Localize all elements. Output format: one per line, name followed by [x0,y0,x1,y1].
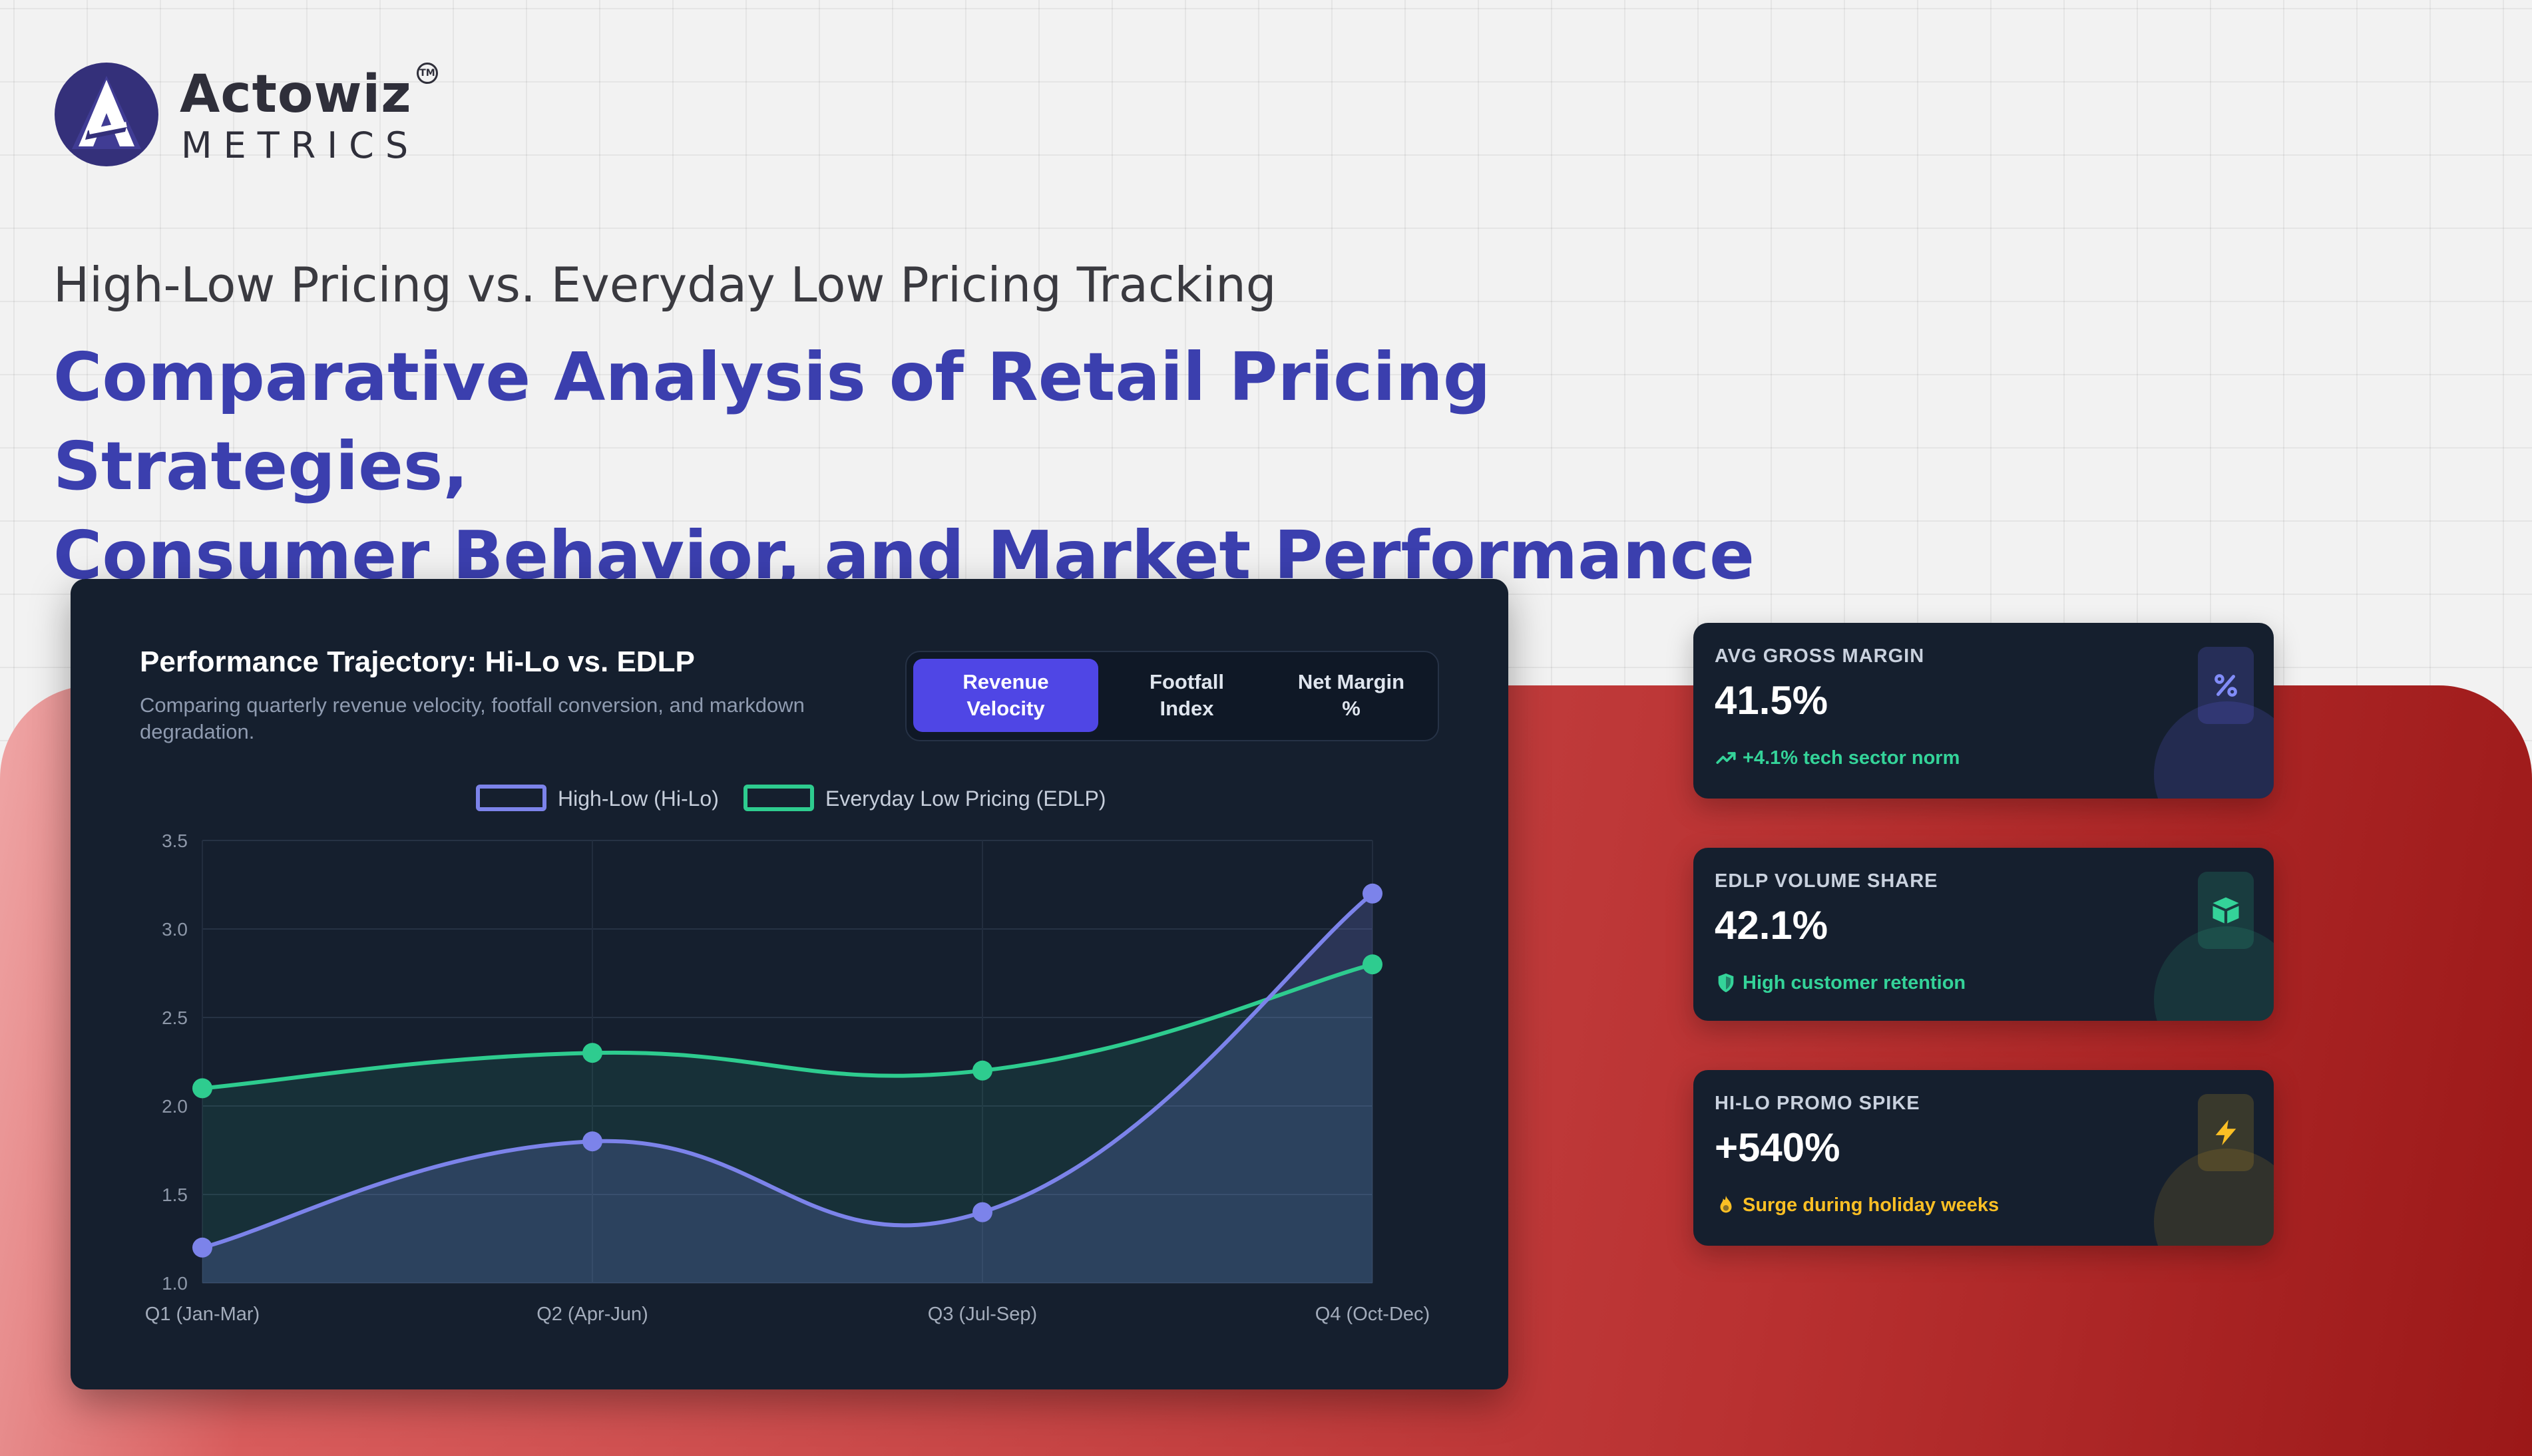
kpi-note: Surge during holiday weeks [1715,1194,1999,1216]
chart-card-title: Performance Trajectory: Hi-Lo vs. EDLP [140,645,695,678]
headline-line-1: Comparative Analysis of Retail Pricing S… [53,338,1491,505]
brand-name: Actowiz [180,65,412,124]
y-tick-label: 3.5 [162,830,188,851]
data-point [972,1202,992,1222]
kpi-note-text: High customer retention [1743,972,1966,994]
page-headline: Comparative Analysis of Retail Pricing S… [53,333,1850,600]
x-tick-label: Q2 (Apr-Jun) [536,1304,648,1325]
tab-label-line1: Revenue [962,670,1049,693]
trademark-badge: TM [417,63,438,84]
bolt-icon [2198,1094,2254,1171]
kpi-note: High customer retention [1715,972,1966,994]
y-tick-label: 2.5 [162,1007,188,1028]
kpi-card-edlp-volume-share: EDLP VOLUME SHARE 42.1% High customer re… [1693,848,2274,1021]
data-point [1363,954,1382,975]
metric-tabs: Revenue Velocity Footfall Index Net Margin… [905,651,1439,741]
x-tick-label: Q4 (Oct-Dec) [1315,1304,1430,1325]
tab-footfall-index[interactable]: Footfall Index [1104,659,1270,732]
trending-up-icon [1716,752,1736,764]
actowiz-logo-icon [55,63,158,166]
series-line [202,962,1373,1091]
kpi-value: +540% [1715,1125,1840,1170]
data-point [192,1237,212,1258]
percent-icon [2198,647,2254,724]
data-point [582,1043,602,1063]
tab-revenue-velocity[interactable]: Revenue Velocity [913,659,1098,732]
kpi-card-hilo-promo-spike: HI-LO PROMO SPIKE +540% Surge during hol… [1693,1070,2274,1246]
legend-swatch [743,785,814,811]
kpi-note: +4.1% tech sector norm [1715,747,1960,769]
brand-logo[interactable]: Actowiz TM METRICS [53,61,439,174]
legend-label: Everyday Low Pricing (EDLP) [825,787,1106,811]
y-tick-label: 1.5 [162,1184,188,1205]
shield-icon [1718,973,1734,993]
chart-card-description: Comparing quarterly revenue velocity, fo… [140,693,805,743]
kpi-value: 42.1% [1715,903,1828,948]
performance-line-chart: 1.0 1.5 2.0 2.5 3.0 3.5 Q1 (Jan-Mar) Q2 (Apr-Ju… [145,785,1430,1325]
data-point [1363,883,1382,904]
flame-icon [1720,1195,1732,1213]
tab-net-margin[interactable]: Net Margin% [1271,659,1431,732]
page-subtitle: High-Low Pricing vs. Everyday Low Pricin… [53,257,1277,313]
kpi-note-text: +4.1% tech sector norm [1743,747,1960,769]
y-tick-label: 3.0 [162,919,188,940]
brand-subtitle: METRICS [181,124,420,166]
x-tick-label: Q3 (Jul-Sep) [928,1304,1037,1325]
series-line [202,892,1374,1250]
tab-label-line2: % [1342,697,1361,720]
tab-label-line2: Index [1160,697,1214,720]
data-point [972,1060,992,1081]
kpi-card-gross-margin: AVG GROSS MARGIN 41.5% +4.1% tech sector… [1693,623,2274,799]
legend-swatch [476,785,546,811]
x-tick-label: Q1 (Jan-Mar) [145,1304,260,1325]
y-tick-label: 1.0 [162,1273,188,1294]
tab-label-line1: Footfall [1150,670,1224,693]
series-area-fill [202,893,1372,1283]
tab-label-line1: Net Margin [1297,670,1405,693]
series-area-fill [202,964,1372,1283]
tab-label-line2: Velocity [966,697,1045,720]
data-point [192,1078,212,1099]
kpi-value: 41.5% [1715,678,1828,723]
box-icon [2198,872,2254,949]
kpi-label: AVG GROSS MARGIN [1715,645,1925,667]
y-tick-label: 2.0 [162,1096,188,1117]
data-point [582,1131,602,1152]
kpi-note-text: Surge during holiday weeks [1743,1194,2000,1216]
chart-card: Performance Trajectory: Hi-Lo vs. EDLP C… [71,579,1508,1389]
legend-label: High-Low (Hi-Lo) [558,787,719,811]
kpi-label: HI-LO PROMO SPIKE [1715,1093,1920,1114]
kpi-label: EDLP VOLUME SHARE [1715,870,1938,892]
